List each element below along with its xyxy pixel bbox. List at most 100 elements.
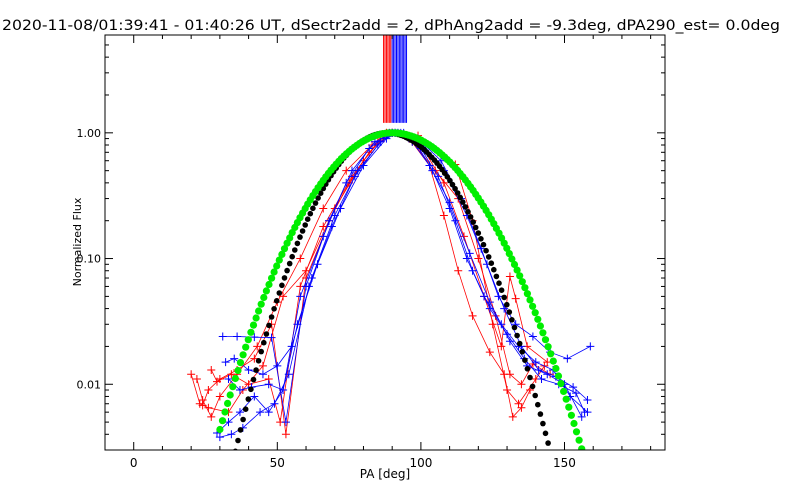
model-point xyxy=(237,427,244,433)
model-point xyxy=(312,200,319,206)
model-point xyxy=(245,396,252,402)
model-point xyxy=(552,364,560,373)
data-point-marker xyxy=(198,401,207,410)
data-point-marker xyxy=(336,204,345,213)
data-point-marker xyxy=(505,337,514,346)
data-point-marker xyxy=(468,266,477,275)
data-point-marker xyxy=(233,332,242,341)
data-point-marker xyxy=(227,370,236,379)
data-point-marker xyxy=(207,412,216,421)
model-point xyxy=(544,343,552,351)
model-point xyxy=(575,436,583,444)
y-tick-label: 1.00 xyxy=(77,127,102,140)
x-tick-label: 100 xyxy=(409,456,432,470)
model-point xyxy=(271,306,277,312)
model-point xyxy=(244,336,252,344)
data-point-marker xyxy=(293,320,302,329)
model-point xyxy=(508,255,516,263)
data-point-marker xyxy=(319,204,328,213)
model-point xyxy=(242,406,249,413)
model-point xyxy=(457,194,464,201)
model-point xyxy=(504,301,510,308)
model-point xyxy=(567,411,576,419)
model-point xyxy=(292,247,298,253)
model-point xyxy=(562,395,570,403)
data-point-marker xyxy=(213,377,221,386)
x-axis-label: PA [deg] xyxy=(360,467,410,481)
model-point xyxy=(236,359,245,367)
model-point xyxy=(231,374,239,383)
plot-frame xyxy=(104,34,666,451)
model-point xyxy=(229,383,237,391)
data-point-marker xyxy=(281,418,290,427)
model-point xyxy=(266,322,272,329)
model-point xyxy=(249,321,258,329)
data-point-marker xyxy=(256,408,265,417)
axes: 0 50 100 150 0.01 0.10 1.00 xyxy=(77,34,665,470)
model-point xyxy=(221,408,229,416)
model-point xyxy=(542,430,549,437)
model-point xyxy=(519,349,526,355)
model-point xyxy=(263,331,270,337)
model-point xyxy=(232,448,238,450)
model-point xyxy=(279,282,285,289)
model-point xyxy=(521,284,529,292)
model-point xyxy=(465,209,471,215)
black-model-curve xyxy=(232,130,551,450)
data-point-marker xyxy=(281,430,290,439)
model-point xyxy=(255,358,262,364)
data-point-marker xyxy=(359,161,368,170)
model-point xyxy=(315,195,321,201)
model-point xyxy=(253,367,259,373)
model-point xyxy=(498,287,505,294)
data-point-marker xyxy=(365,144,374,153)
chart-title: 2020-11-08/01:39:41 - 01:40:26 UT, dSect… xyxy=(2,18,780,34)
data-point-marker xyxy=(511,294,520,303)
data-point-marker xyxy=(207,365,216,374)
model-point xyxy=(545,440,551,446)
data-point-marker xyxy=(505,370,514,379)
data-point-marker xyxy=(503,386,512,395)
data-point-marker xyxy=(253,342,262,351)
data-point-marker xyxy=(319,232,328,241)
model-point xyxy=(557,380,565,388)
model-point xyxy=(505,250,513,258)
model-point xyxy=(485,254,492,260)
x-tick-label: 50 xyxy=(270,456,285,470)
data-point-marker xyxy=(465,249,474,258)
data-point-marker xyxy=(503,330,512,339)
model-point xyxy=(540,420,546,427)
model-point xyxy=(529,383,536,390)
model-point xyxy=(289,253,296,260)
model-point xyxy=(536,322,545,330)
model-point xyxy=(281,275,288,281)
model-point xyxy=(273,262,281,270)
data-point-marker xyxy=(563,354,572,363)
model-point xyxy=(506,309,513,315)
data-point-marker xyxy=(517,380,526,389)
data-point-marker xyxy=(264,408,273,417)
model-point xyxy=(447,177,453,184)
data-point-marker xyxy=(543,370,552,379)
model-point xyxy=(226,391,234,399)
model-point xyxy=(472,224,479,231)
model-point xyxy=(273,298,280,304)
model-point xyxy=(549,357,557,365)
data-point-marker xyxy=(224,375,233,384)
model-point xyxy=(467,214,474,220)
data-point-marker xyxy=(445,198,454,207)
model-point xyxy=(452,185,458,192)
model-point xyxy=(572,428,581,436)
model-point xyxy=(270,268,278,276)
data-point-marker xyxy=(187,370,196,379)
data-track-line xyxy=(397,132,588,413)
model-point xyxy=(252,314,260,322)
data-point-marker xyxy=(505,272,514,281)
data-point-marker xyxy=(224,418,233,427)
data-point-marker xyxy=(235,386,244,395)
data-point-marker xyxy=(500,304,509,313)
model-point xyxy=(239,351,247,359)
model-point xyxy=(265,280,273,289)
peak-marker-lines xyxy=(383,35,408,123)
model-point xyxy=(250,376,257,383)
